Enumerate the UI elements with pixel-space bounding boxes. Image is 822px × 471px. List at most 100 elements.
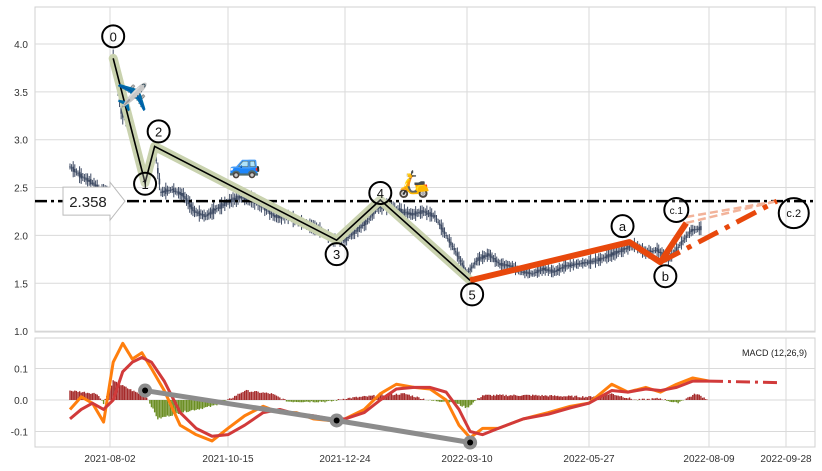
y-tick-label: 1.5 xyxy=(14,279,28,290)
candle-body xyxy=(454,251,457,253)
macd-histogram-bar xyxy=(561,396,564,400)
candle-body xyxy=(80,173,82,179)
candle-body xyxy=(216,208,218,210)
candle-body xyxy=(539,269,542,271)
wave-label-circle xyxy=(146,119,171,144)
macd-histogram-bar xyxy=(350,398,353,400)
candle-body xyxy=(374,210,377,212)
macd-histogram-bar xyxy=(413,396,415,400)
macd-histogram-bar xyxy=(72,391,74,400)
candle-body xyxy=(237,195,239,200)
macd-histogram-bar xyxy=(274,394,276,400)
macd-histogram-bar xyxy=(70,390,73,400)
macd-histogram-bar xyxy=(363,395,365,400)
macd-histogram-bar xyxy=(566,396,568,400)
macd-histogram-bar xyxy=(327,400,329,401)
macd-histogram-bar xyxy=(155,400,157,417)
macd-histogram-bar xyxy=(270,393,273,400)
wave-label: 0 xyxy=(110,29,117,44)
candle-body xyxy=(628,246,631,248)
candle-body xyxy=(400,208,402,215)
macd-histogram-bar xyxy=(620,395,623,400)
macd-histogram-bar xyxy=(430,400,433,401)
macd-histogram-bar xyxy=(577,397,579,400)
macd-histogram-bar xyxy=(88,393,90,400)
candle-body xyxy=(591,261,594,263)
wave-label: 4 xyxy=(377,186,384,201)
macd-histogram-bar xyxy=(698,394,700,400)
candle-body xyxy=(369,216,372,218)
macd-histogram-bar xyxy=(470,400,473,405)
candle-body xyxy=(461,262,463,266)
macd-histogram-bar xyxy=(259,392,261,400)
macd-histogram-bar xyxy=(612,394,615,400)
macd-histogram-bar xyxy=(104,398,106,400)
macd-histogram-bar xyxy=(344,399,346,400)
candle-body xyxy=(163,190,166,193)
candle-body xyxy=(212,208,215,214)
macd-histogram-bar xyxy=(630,398,632,400)
macd-histogram-bar xyxy=(329,400,331,401)
macd-histogram-bar xyxy=(669,400,671,402)
candle-body xyxy=(435,218,438,220)
macd-histogram-bar xyxy=(418,397,420,400)
macd-histogram-bar xyxy=(435,400,438,402)
macd-histogram-bar xyxy=(244,390,246,400)
macd-histogram-bar xyxy=(365,396,367,400)
candle-body xyxy=(187,200,189,205)
candle-body xyxy=(204,215,207,217)
macd-histogram-bar xyxy=(352,397,354,400)
macd-histogram-bar xyxy=(517,395,520,400)
y-tick-label: 2.0 xyxy=(14,231,28,242)
candle-body xyxy=(230,198,233,203)
candle-body xyxy=(677,246,679,248)
candle-body xyxy=(267,210,269,212)
candle-body xyxy=(398,208,401,214)
macd-histogram-bar xyxy=(297,400,299,403)
macd-histogram-bar xyxy=(499,394,501,400)
wave-label: 1 xyxy=(141,177,148,192)
macd-histogram-bar xyxy=(312,400,314,403)
macd-histogram-bar xyxy=(134,391,137,400)
candle-body xyxy=(371,213,374,217)
y-tick-label: 3.0 xyxy=(14,136,28,147)
candle-body xyxy=(459,259,462,262)
candle-body xyxy=(682,240,684,242)
candle-body xyxy=(416,212,419,214)
macd-histogram-bar xyxy=(533,395,535,400)
macd-histogram-bar xyxy=(439,400,441,402)
macd-histogram-bar xyxy=(184,400,186,411)
macd-histogram-bar xyxy=(125,386,127,400)
candle-body xyxy=(437,221,439,223)
x-tick-label: 2021-10-15 xyxy=(202,454,254,465)
macd-histogram-bar xyxy=(421,399,423,400)
macd-histogram-bar xyxy=(687,397,689,400)
macd-histogram-bar xyxy=(463,400,465,406)
candle-body xyxy=(560,267,562,270)
candle-body xyxy=(211,209,213,215)
candle-body xyxy=(429,211,431,217)
macd-histogram-bar xyxy=(200,400,202,409)
candle-body xyxy=(604,256,607,259)
candle-body xyxy=(419,210,422,215)
macd-histogram-bar xyxy=(339,399,341,400)
wave-label: 3 xyxy=(333,247,340,262)
macd-histogram-bar xyxy=(361,396,364,400)
candle-body xyxy=(593,260,595,262)
macd-histogram-bar xyxy=(656,397,658,400)
macd-histogram-bar xyxy=(524,394,526,400)
candle-body xyxy=(550,269,553,273)
macd-histogram-bar xyxy=(139,393,141,400)
macd-histogram-bar xyxy=(552,396,554,400)
candle-body xyxy=(206,214,209,217)
candle-body xyxy=(438,223,441,226)
macd-histogram-bar xyxy=(279,397,281,400)
candle-body xyxy=(443,231,446,234)
macd-histogram-bar xyxy=(233,395,236,400)
candle-body xyxy=(232,197,234,203)
candle-body xyxy=(401,211,404,213)
level-label: 2.358 xyxy=(69,194,107,211)
macd-histogram-bar xyxy=(161,400,164,418)
candle-body xyxy=(430,213,433,217)
